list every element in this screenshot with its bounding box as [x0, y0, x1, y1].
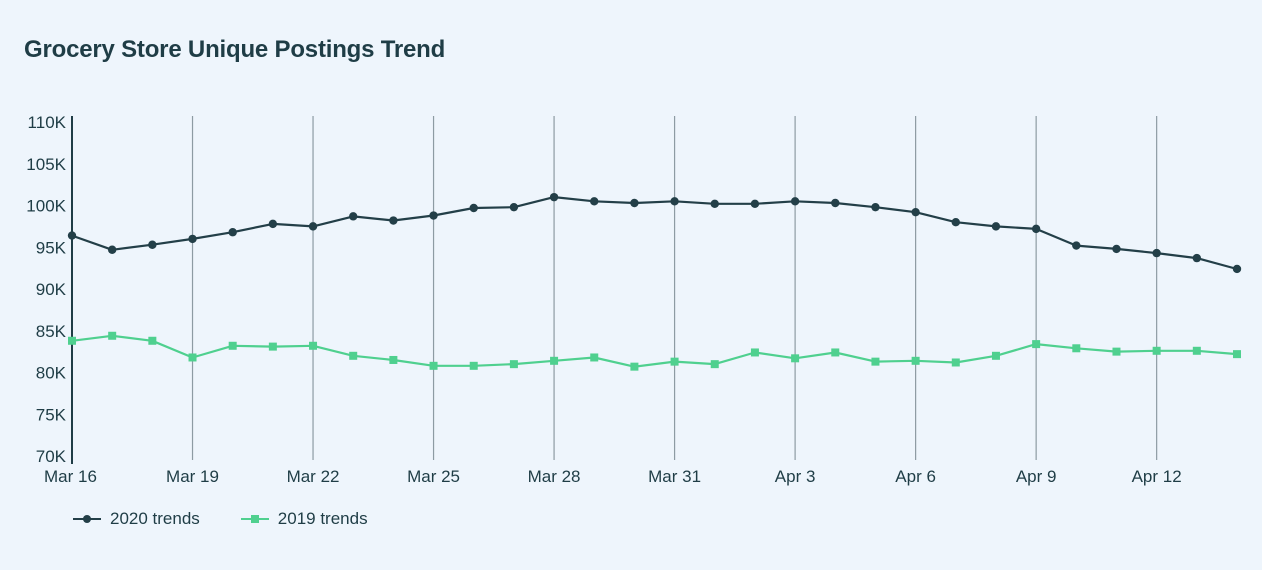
chart-title: Grocery Store Unique Postings Trend — [24, 36, 446, 63]
data-point[interactable] — [1112, 347, 1121, 356]
data-point[interactable] — [1152, 346, 1161, 355]
legend: 2020 trends 2019 trends — [72, 509, 368, 529]
x-tick-label: Mar 22 — [287, 467, 340, 486]
data-point[interactable] — [309, 341, 318, 350]
data-point[interactable] — [790, 197, 800, 206]
data-point[interactable] — [590, 197, 599, 206]
x-tick-label: Mar 28 — [528, 467, 581, 486]
data-point[interactable] — [750, 199, 760, 209]
data-point[interactable] — [349, 212, 358, 221]
gridlines — [191, 116, 1158, 460]
data-point[interactable] — [1192, 253, 1202, 263]
x-tick-label: Apr 9 — [1016, 467, 1057, 486]
x-tick-label: Mar 16 — [44, 467, 97, 486]
data-point[interactable] — [549, 192, 559, 202]
data-point[interactable] — [509, 360, 518, 369]
y-tick-label: 100K — [26, 197, 66, 216]
data-point[interactable] — [991, 222, 1001, 231]
data-point[interactable] — [1072, 344, 1081, 353]
data-point[interactable] — [228, 228, 237, 237]
data-point[interactable] — [710, 199, 719, 209]
data-point[interactable] — [469, 361, 478, 370]
x-tick-label: Mar 25 — [407, 467, 460, 486]
legend-item-2020[interactable]: 2020 trends — [72, 509, 200, 529]
data-point[interactable] — [1152, 248, 1161, 258]
legend-item-2019[interactable]: 2019 trends — [240, 509, 368, 529]
data-point[interactable] — [188, 353, 197, 362]
y-tick-label: 95K — [36, 238, 67, 257]
x-tick-label: Mar 31 — [648, 467, 701, 486]
legend-label-2020: 2020 trends — [110, 509, 200, 528]
x-tick-label: Mar 19 — [166, 467, 219, 486]
data-point[interactable] — [1232, 264, 1242, 274]
data-point[interactable] — [951, 218, 960, 227]
data-point[interactable] — [308, 222, 318, 231]
legend-marker-2020-circle-icon — [73, 515, 101, 523]
legend-label-2019: 2019 trends — [277, 509, 368, 528]
data-point[interactable] — [148, 336, 157, 345]
y-tick-label: 85K — [36, 322, 67, 341]
data-point[interactable] — [550, 356, 559, 365]
data-point[interactable] — [509, 202, 519, 212]
data-point[interactable] — [1233, 350, 1241, 359]
data-point[interactable] — [268, 219, 278, 229]
data-point[interactable] — [1072, 241, 1081, 250]
data-point[interactable] — [188, 234, 197, 244]
data-point[interactable] — [831, 348, 840, 357]
data-point[interactable] — [67, 231, 77, 240]
data-point[interactable] — [429, 361, 438, 370]
data-point[interactable] — [389, 216, 398, 225]
data-point[interactable] — [630, 362, 639, 371]
data-point[interactable] — [148, 240, 157, 249]
data-point[interactable] — [871, 202, 880, 212]
data-point[interactable] — [228, 341, 237, 350]
legend-marker-2019-square-icon — [240, 515, 269, 523]
y-tick-label: 75K — [36, 405, 67, 424]
data-point[interactable] — [469, 203, 478, 213]
data-point[interactable] — [68, 336, 76, 345]
data-point[interactable] — [710, 360, 719, 369]
data-point[interactable] — [1032, 340, 1041, 349]
data-point[interactable] — [670, 197, 679, 206]
series-line — [71, 196, 1238, 271]
data-point[interactable] — [429, 211, 438, 220]
series — [67, 192, 1242, 371]
y-tick-label: 105K — [26, 155, 66, 174]
data-point[interactable] — [1112, 244, 1121, 254]
data-point[interactable] — [911, 356, 920, 365]
x-tick-label: Apr 6 — [895, 467, 936, 486]
data-point[interactable] — [108, 331, 117, 340]
data-point[interactable] — [268, 342, 277, 351]
data-point[interactable] — [991, 351, 1000, 360]
data-point[interactable] — [670, 357, 679, 366]
y-tick-label: 110K — [28, 113, 67, 132]
series-2020-trends — [67, 192, 1242, 274]
axes: Mar 16 Mar 19 Mar 22 Mar 25 Mar 28 Mar 31 Apr … — [26, 113, 1181, 486]
data-point[interactable] — [107, 245, 117, 254]
data-point[interactable] — [630, 198, 639, 208]
data-point[interactable] — [1031, 224, 1041, 234]
data-point[interactable] — [791, 354, 800, 363]
y-tick-label: 80K — [36, 364, 67, 383]
y-tick-label: 70K — [36, 447, 67, 466]
x-tick-label: Apr 3 — [775, 467, 816, 486]
data-point[interactable] — [1192, 346, 1201, 355]
data-point[interactable] — [590, 353, 599, 362]
data-point[interactable] — [911, 207, 920, 217]
data-point[interactable] — [349, 351, 358, 360]
series-2019-trends — [68, 331, 1241, 371]
y-tick-label: 90K — [36, 280, 67, 299]
data-point[interactable] — [951, 358, 960, 367]
series-line — [71, 334, 1238, 368]
data-point[interactable] — [871, 357, 880, 366]
x-tick-label: Apr 12 — [1132, 467, 1182, 486]
data-point[interactable] — [750, 348, 759, 357]
data-point[interactable] — [389, 355, 398, 364]
data-point[interactable] — [831, 198, 840, 208]
